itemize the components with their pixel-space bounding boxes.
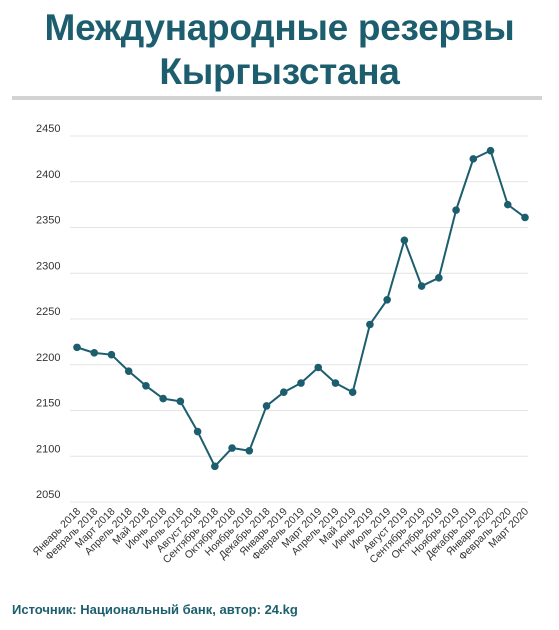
- data-point: [107, 350, 116, 359]
- y-tick-label: 2200: [36, 352, 60, 364]
- y-tick-label: 2150: [36, 398, 60, 410]
- data-point: [469, 155, 478, 163]
- data-point: [211, 462, 219, 471]
- y-tick-label: 2050: [36, 489, 60, 501]
- y-tick-label: 2350: [36, 215, 60, 227]
- chart-title: Международные резервы Кыргызстана: [0, 6, 559, 94]
- data-point: [90, 349, 99, 357]
- y-tick-label: 2250: [36, 306, 60, 318]
- data-point: [383, 295, 391, 304]
- data-point: [503, 200, 512, 209]
- data-point: [262, 402, 271, 410]
- data-point: [452, 206, 460, 214]
- data-point: [159, 394, 167, 403]
- data-point: [142, 381, 150, 390]
- data-point: [435, 274, 443, 282]
- data-point: [124, 367, 133, 375]
- data-point: [331, 379, 340, 387]
- data-point: [297, 379, 305, 387]
- data-point: [400, 236, 409, 245]
- line-chart: 205021002150220022502300235024002450Янва…: [31, 123, 532, 566]
- series-line: [76, 149, 526, 468]
- data-point: [279, 388, 288, 397]
- data-point: [486, 146, 495, 155]
- y-tick-label: 2100: [36, 443, 60, 455]
- data-point: [366, 320, 374, 329]
- title-line-1: Международные резервы: [44, 7, 515, 48]
- data-point: [245, 446, 254, 455]
- data-point: [193, 427, 202, 436]
- data-point: [348, 388, 357, 397]
- data-point: [417, 282, 426, 290]
- y-tick-label: 2450: [36, 123, 60, 135]
- data-point: [314, 363, 323, 372]
- title-line-2: Кыргызстана: [159, 51, 400, 92]
- source-credit: Источник: Национальный банк, автор: 24.k…: [12, 602, 298, 617]
- title-divider: [12, 96, 542, 100]
- data-point: [176, 397, 185, 406]
- data-point: [73, 343, 81, 352]
- y-tick-label: 2300: [36, 260, 60, 272]
- data-point: [521, 213, 529, 222]
- y-tick-label: 2400: [36, 169, 60, 181]
- data-point: [228, 444, 236, 452]
